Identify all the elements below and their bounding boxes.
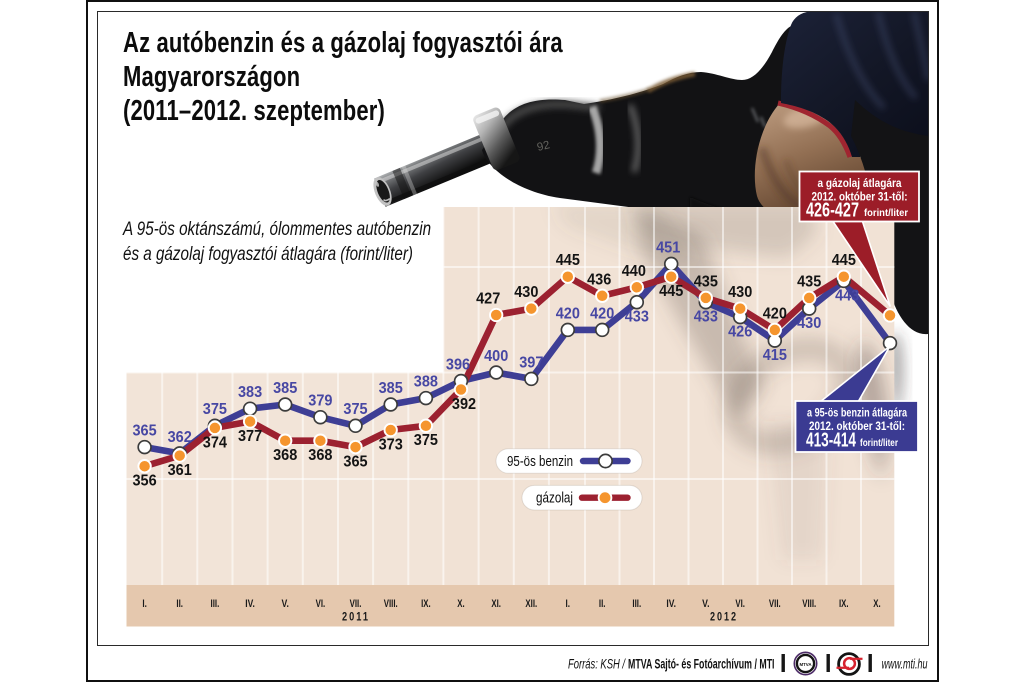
- svg-text:2012. október 31-től:: 2012. október 31-től:: [812, 192, 908, 204]
- svg-text:413-414: 413-414: [806, 430, 857, 452]
- svg-text:X.: X.: [457, 598, 464, 610]
- svg-text:420: 420: [556, 305, 580, 322]
- svg-text:430: 430: [797, 315, 821, 332]
- svg-text:435: 435: [694, 273, 719, 290]
- svg-text:426-427: 426-427: [806, 200, 859, 222]
- svg-text:2012: 2012: [710, 610, 738, 624]
- svg-text:445: 445: [832, 252, 857, 269]
- svg-text:430: 430: [514, 284, 538, 301]
- svg-text:397: 397: [519, 354, 543, 371]
- svg-text:385: 385: [273, 380, 298, 397]
- svg-text:VI.: VI.: [735, 598, 745, 610]
- svg-text:443: 443: [835, 287, 860, 304]
- svg-text:IX.: IX.: [839, 598, 849, 610]
- svg-text:IV.: IV.: [245, 598, 255, 610]
- svg-text:379: 379: [308, 393, 333, 410]
- svg-text:385: 385: [379, 380, 404, 397]
- svg-text:368: 368: [308, 447, 333, 464]
- svg-text:95-ös benzin: 95-ös benzin: [507, 454, 573, 470]
- svg-text:92: 92: [536, 139, 551, 154]
- svg-text:MTVA Sajtó- és Fotóarchívum: MTVA Sajtó- és Fotóarchívum: [628, 657, 752, 672]
- svg-text:2011: 2011: [342, 610, 370, 624]
- svg-text:368: 368: [273, 447, 298, 464]
- svg-text:420: 420: [590, 305, 614, 322]
- svg-text:375: 375: [414, 432, 439, 449]
- svg-text:396: 396: [446, 357, 471, 374]
- svg-text:IV.: IV.: [666, 598, 676, 610]
- svg-text:www.mti.hu: www.mti.hu: [882, 657, 928, 672]
- svg-text:433: 433: [694, 309, 719, 326]
- svg-text:375: 375: [343, 401, 368, 418]
- svg-text:375: 375: [203, 401, 228, 418]
- svg-text:a gázolaj átlagára: a gázolaj átlagára: [818, 178, 903, 190]
- svg-text:415: 415: [763, 347, 788, 364]
- svg-text:X.: X.: [873, 598, 880, 610]
- svg-text:427: 427: [476, 291, 500, 308]
- svg-text:377: 377: [238, 428, 262, 445]
- svg-text:I.: I.: [566, 598, 571, 610]
- svg-text:III.: III.: [211, 598, 220, 610]
- svg-text:388: 388: [414, 374, 439, 391]
- svg-text:VII.: VII.: [350, 598, 362, 610]
- svg-text:356: 356: [133, 473, 158, 490]
- svg-text:362: 362: [168, 429, 192, 446]
- svg-text:III.: III.: [632, 598, 641, 610]
- svg-text:365: 365: [133, 423, 158, 440]
- svg-text:I.: I.: [142, 598, 147, 610]
- svg-text:XI.: XI.: [491, 598, 501, 610]
- svg-text:365: 365: [343, 454, 368, 471]
- svg-text:373: 373: [379, 437, 404, 454]
- svg-text:VII.: VII.: [769, 598, 781, 610]
- svg-text:VIII.: VIII.: [384, 598, 398, 610]
- svg-text:/ MTI: / MTI: [755, 657, 775, 672]
- svg-text:II.: II.: [599, 598, 606, 610]
- svg-text:426: 426: [728, 324, 753, 341]
- svg-text:440: 440: [622, 263, 646, 280]
- svg-text:451: 451: [656, 239, 681, 256]
- svg-text:a 95-ös benzin átlagára: a 95-ös benzin átlagára: [807, 408, 907, 420]
- svg-text:VI.: VI.: [316, 598, 326, 610]
- svg-text:361: 361: [168, 462, 193, 479]
- svg-text:Forrás: KSH /: Forrás: KSH /: [568, 657, 626, 672]
- svg-text:gázolaj: gázolaj: [536, 491, 573, 507]
- svg-text:V.: V.: [282, 598, 289, 610]
- svg-text:383: 383: [238, 384, 263, 401]
- svg-text:XII.: XII.: [525, 598, 537, 610]
- svg-text:445: 445: [556, 252, 581, 269]
- svg-text:400: 400: [484, 348, 508, 365]
- svg-text:435: 435: [797, 273, 822, 290]
- svg-text:420: 420: [763, 305, 787, 322]
- svg-text:433: 433: [625, 309, 650, 326]
- svg-text:392: 392: [452, 396, 476, 413]
- svg-text:436: 436: [587, 271, 612, 288]
- svg-text:forint/liter: forint/liter: [864, 208, 908, 219]
- svg-text:V.: V.: [702, 598, 709, 610]
- svg-text:II.: II.: [176, 598, 183, 610]
- svg-text:2012. október 31-től:: 2012. október 31-től:: [809, 421, 905, 433]
- svg-text:forint/liter: forint/liter: [860, 438, 898, 449]
- svg-text:VIII.: VIII.: [802, 598, 816, 610]
- svg-text:374: 374: [203, 434, 228, 451]
- svg-text:MTVA: MTVA: [799, 662, 812, 667]
- svg-text:430: 430: [728, 284, 752, 301]
- svg-text:IX.: IX.: [421, 598, 431, 610]
- svg-text:445: 445: [659, 283, 684, 300]
